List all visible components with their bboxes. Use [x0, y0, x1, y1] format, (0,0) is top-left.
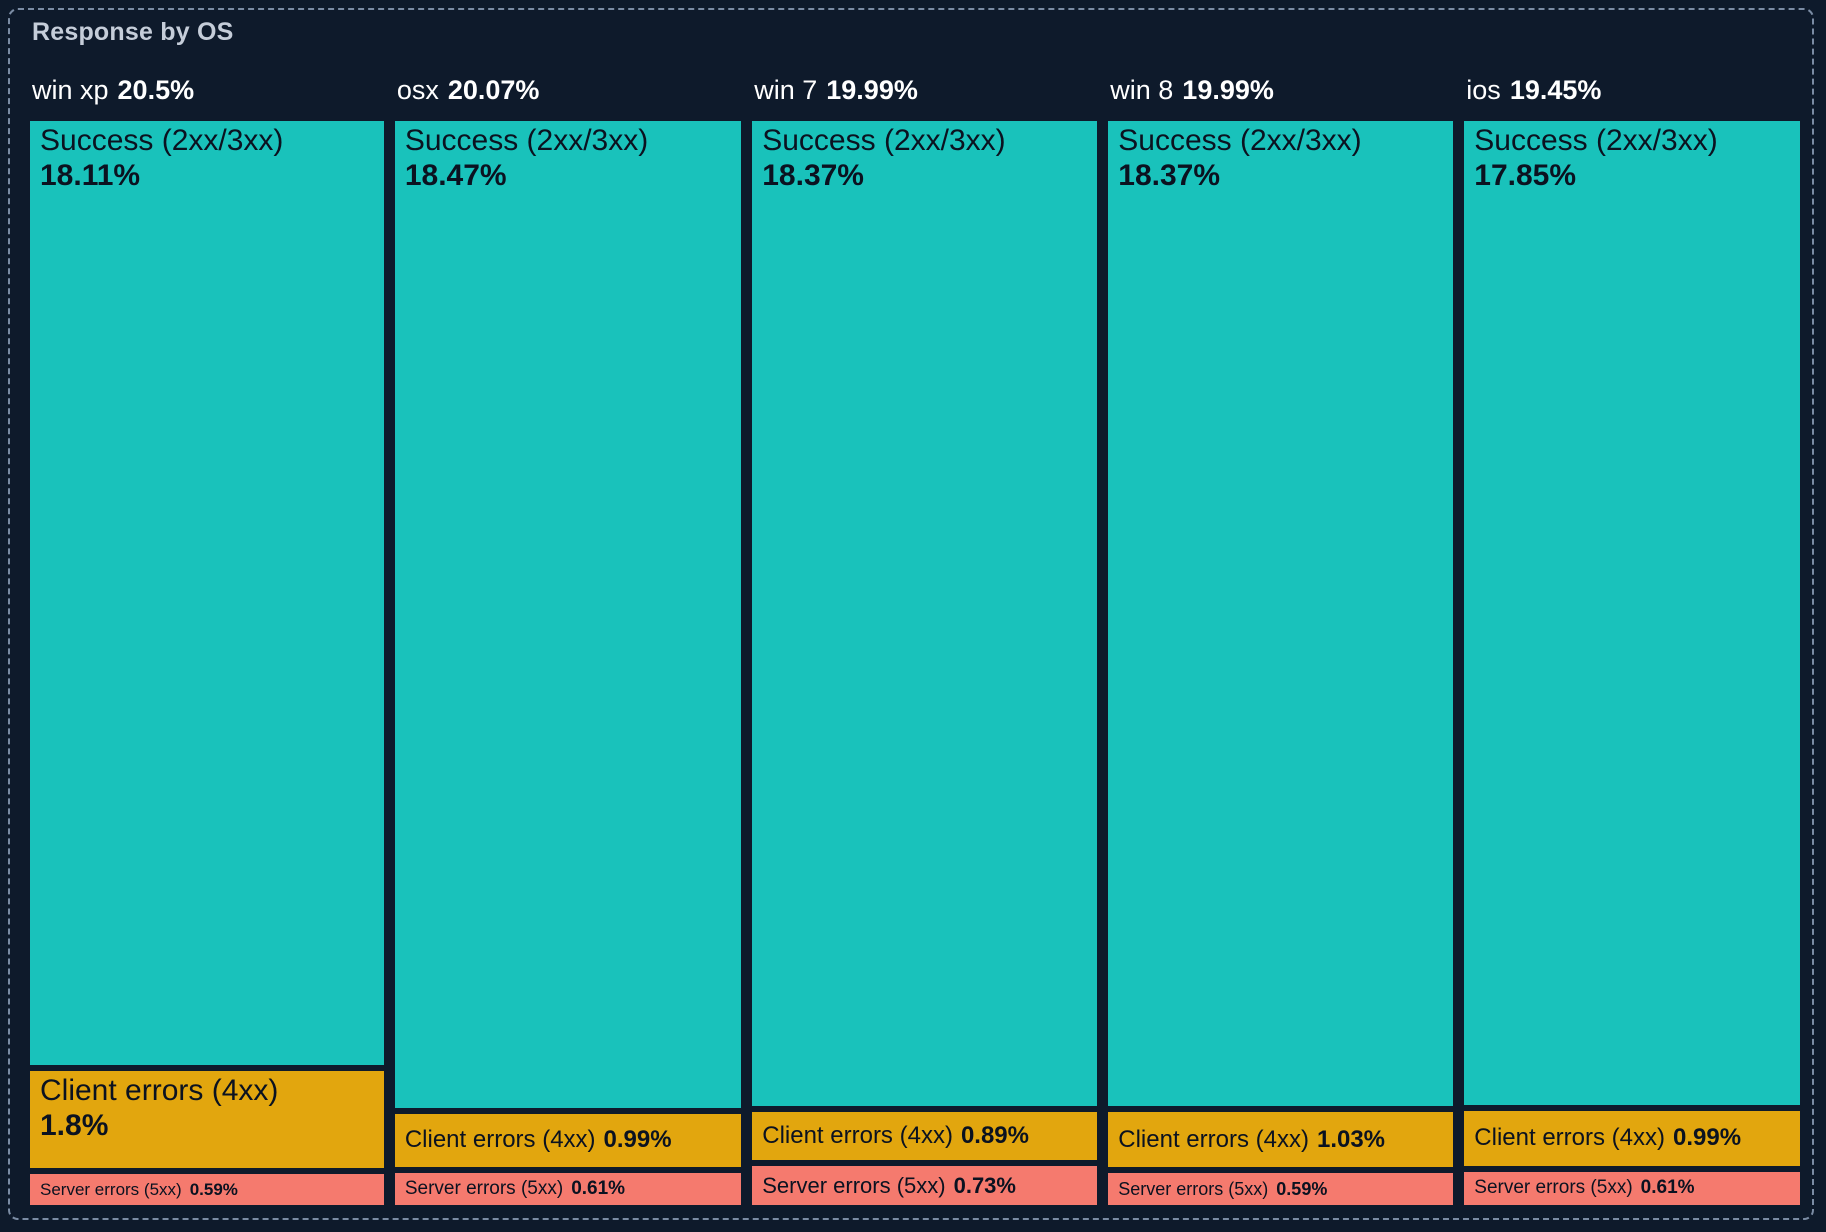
cell-label: Success (2xx/3xx) — [40, 124, 284, 157]
cell-label: Client errors (4xx) — [1474, 1124, 1665, 1152]
treemap-column-ios: ios 19.45% Success (2xx/3xx) 17.85% Clie… — [1464, 66, 1800, 1205]
cell-label: Server errors (5xx) — [404, 1177, 564, 1199]
cell-value: 1.8% — [40, 1108, 109, 1142]
cell-label: Server errors (5xx) — [1118, 1178, 1269, 1199]
cell-label: Success (2xx/3xx) — [1474, 124, 1718, 157]
column-percent: 19.99% — [826, 75, 918, 105]
cell-value: 17.85% — [1474, 159, 1577, 192]
cell-value: 0.61% — [571, 1177, 626, 1199]
treemap-cell-server-errors[interactable]: Server errors (5xx) 0.61% — [1464, 1171, 1800, 1205]
treemap-column-win-8: win 8 19.99% Success (2xx/3xx) 18.37% Cl… — [1108, 66, 1454, 1205]
cell-value: 18.37% — [1118, 159, 1221, 192]
treemap-cell-success[interactable]: Success (2xx/3xx) 17.85% — [1464, 121, 1800, 1106]
column-name: win 7 — [754, 75, 818, 105]
cell-value: 18.11% — [40, 159, 141, 192]
column-header: win xp 20.5% — [30, 66, 384, 121]
treemap-cell-success[interactable]: Success (2xx/3xx) 18.37% — [752, 121, 1098, 1107]
cell-value: 1.03% — [1316, 1125, 1386, 1153]
cell-value: 18.47% — [404, 159, 507, 192]
column-name: win 8 — [1110, 75, 1174, 105]
cell-value: 0.61% — [1640, 1177, 1695, 1199]
column-header: win 7 19.99% — [752, 66, 1097, 121]
cell-label: Client errors (4xx) — [404, 1126, 596, 1154]
cell-label: Server errors (5xx) — [1474, 1177, 1633, 1199]
treemap-chart: win xp 20.5% Success (2xx/3xx) 18.11% Cl… — [30, 66, 1800, 1205]
panel-title: Response by OS — [32, 18, 234, 46]
cell-value: 18.37% — [762, 159, 864, 192]
column-header: win 8 19.99% — [1108, 66, 1453, 121]
cell-value: 0.59% — [1276, 1178, 1328, 1199]
column-header: ios 19.45% — [1464, 66, 1800, 121]
treemap-column-win-7: win 7 19.99% Success (2xx/3xx) 18.37% Cl… — [752, 66, 1098, 1205]
cell-label: Client errors (4xx) — [762, 1122, 953, 1150]
cell-label: Success (2xx/3xx) — [404, 124, 649, 157]
treemap-cell-success[interactable]: Success (2xx/3xx) 18.37% — [1108, 121, 1454, 1107]
column-percent: 19.45% — [1509, 75, 1602, 105]
treemap-cell-server-errors[interactable]: Server errors (5xx) 0.59% — [1108, 1173, 1454, 1205]
cell-value: 0.89% — [960, 1122, 1029, 1150]
cell-value: 0.73% — [953, 1172, 1016, 1198]
treemap-cell-client-errors[interactable]: Client errors (4xx) 0.89% — [752, 1112, 1098, 1160]
cell-value: 0.99% — [1673, 1124, 1742, 1152]
cell-label: Client errors (4xx) — [40, 1073, 279, 1107]
cell-value: 0.99% — [603, 1126, 672, 1154]
column-blocks: Success (2xx/3xx) 17.85% Client errors (… — [1464, 121, 1800, 1205]
treemap-cell-server-errors[interactable]: Server errors (5xx) 0.73% — [752, 1166, 1098, 1205]
column-name: osx — [396, 75, 439, 105]
treemap-cell-success[interactable]: Success (2xx/3xx) 18.11% — [30, 121, 384, 1065]
treemap-cell-client-errors[interactable]: Client errors (4xx) 1.8% — [30, 1070, 384, 1169]
cell-label: Client errors (4xx) — [1118, 1125, 1309, 1153]
column-blocks: Success (2xx/3xx) 18.37% Client errors (… — [1108, 121, 1454, 1205]
treemap-cell-server-errors[interactable]: Server errors (5xx) 0.61% — [394, 1172, 742, 1205]
treemap-cell-client-errors[interactable]: Client errors (4xx) 0.99% — [1464, 1111, 1800, 1166]
column-blocks: Success (2xx/3xx) 18.37% Client errors (… — [752, 121, 1098, 1205]
column-header: osx 20.07% — [395, 66, 741, 121]
treemap-cell-success[interactable]: Success (2xx/3xx) 18.47% — [394, 121, 742, 1108]
treemap-cell-client-errors[interactable]: Client errors (4xx) 0.99% — [394, 1113, 742, 1167]
cell-label: Server errors (5xx) — [40, 1179, 182, 1199]
column-name: ios — [1466, 75, 1501, 105]
column-percent: 20.5% — [117, 75, 195, 105]
cell-label: Success (2xx/3xx) — [1118, 124, 1362, 157]
treemap-cell-client-errors[interactable]: Client errors (4xx) 1.03% — [1108, 1112, 1454, 1168]
column-name: win xp — [32, 75, 109, 105]
cell-label: Success (2xx/3xx) — [762, 124, 1006, 157]
column-percent: 20.07% — [447, 75, 540, 105]
response-by-os-panel: Response by OS win xp 20.5% Success (2xx… — [8, 8, 1814, 1220]
column-blocks: Success (2xx/3xx) 18.11% Client errors (… — [30, 121, 384, 1205]
treemap-column-osx: osx 20.07% Success (2xx/3xx) 18.47% Clie… — [394, 66, 742, 1205]
cell-label: Server errors (5xx) — [762, 1172, 946, 1198]
column-blocks: Success (2xx/3xx) 18.47% Client errors (… — [394, 121, 742, 1205]
treemap-column-win-xp: win xp 20.5% Success (2xx/3xx) 18.11% Cl… — [30, 66, 384, 1205]
column-percent: 19.99% — [1182, 75, 1274, 105]
cell-value: 0.59% — [189, 1179, 238, 1199]
treemap-cell-server-errors[interactable]: Server errors (5xx) 0.59% — [30, 1174, 384, 1205]
